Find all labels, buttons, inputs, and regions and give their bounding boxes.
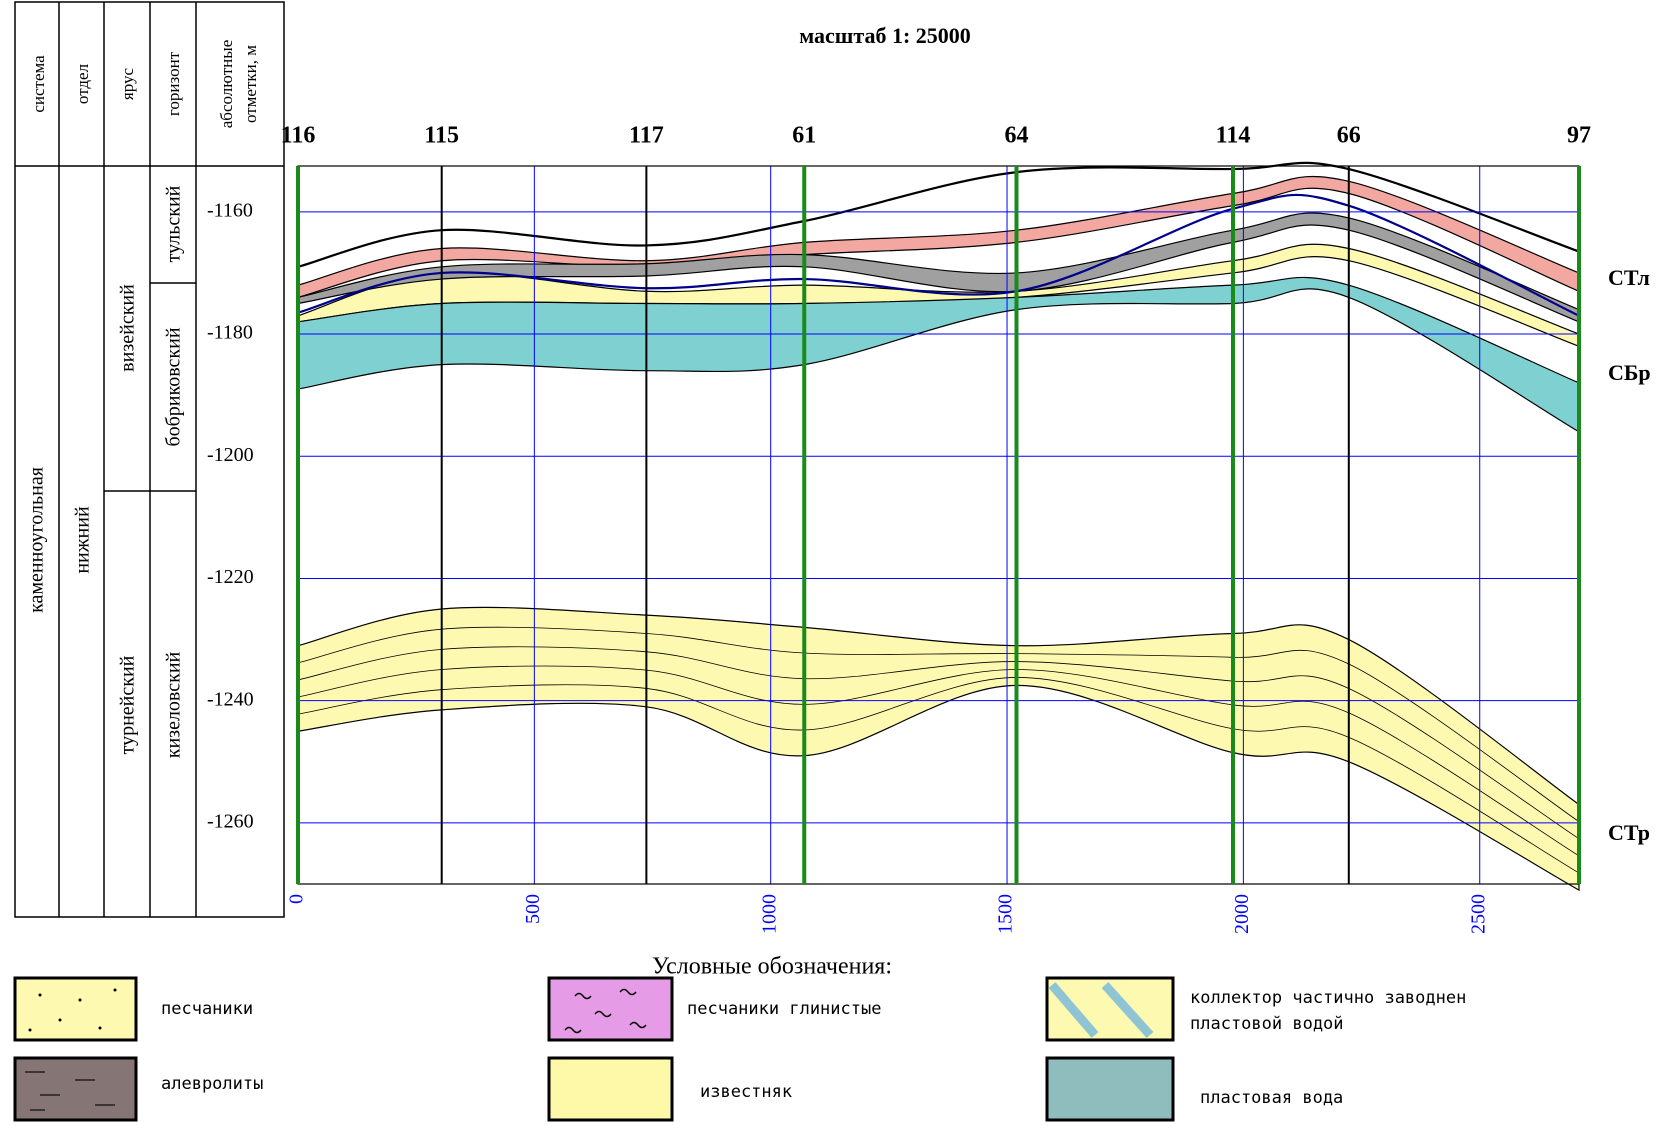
x-tick-label: 2500 [1467,894,1489,934]
legend-swatch [549,978,672,1040]
well-label: 115 [424,123,459,149]
legend-label: алевролиты [161,1074,263,1094]
x-tick-label: 500 [522,894,544,924]
legend: Условные обозначения: песчаники алевроли… [15,954,1466,1121]
legend-swatch [1047,1058,1173,1120]
page: система отдел ярус горизонт абсолютные о… [0,0,1672,1126]
legend-label: пластовой водой [1190,1014,1344,1034]
column-header: отметки, м [241,45,260,123]
y-tick-label: -1240 [207,688,254,710]
well-label: 116 [281,123,316,149]
y-tick-label: -1260 [207,810,254,832]
y-tick-label: -1200 [207,444,254,466]
column-header: горизонт [164,51,183,116]
legend-label: коллектор частично заводнен [1190,988,1466,1008]
horizon-code: СБр [1608,360,1651,385]
column-header: абсолютные [217,40,236,128]
legend-label: пластовая вода [1200,1088,1343,1108]
rock-body [298,607,1579,890]
legend-label: известняк [700,1082,792,1102]
horizon-label: бобриковский [163,327,185,446]
column-header: система [29,55,48,113]
y-tick-label: -1160 [207,199,253,221]
x-tick-label: 0 [286,894,308,904]
column-header: ярус [118,67,137,100]
x-tick-label: 1000 [758,894,780,934]
stage-label: турнейский [117,655,139,754]
legend-swatch [15,978,136,1040]
legend-label: песчаники [161,999,253,1019]
x-tick-label: 2000 [1231,894,1253,934]
stage-label: визейский [117,284,139,372]
well-label: 61 [792,123,816,149]
series-label: нижний [72,506,94,574]
well-label: 114 [1216,123,1251,149]
legend-swatch [549,1058,672,1120]
well-label: 97 [1567,123,1591,149]
well-label: 117 [629,123,664,149]
column-header: отдел [73,63,92,104]
well-label: 66 [1337,123,1361,149]
horizon-code: СТл [1608,265,1650,290]
scale-title: масштаб 1: 25000 [799,23,971,48]
system-label: каменноугольная [26,467,48,613]
horizon-label: тульский [163,185,185,262]
horizon-code: СТр [1608,820,1650,845]
well-label: 64 [1004,123,1028,149]
y-tick-label: -1180 [207,322,253,344]
legend-label: песчаники глинистые [687,999,881,1019]
legend-title: Условные обозначения: [652,954,892,980]
section-plot: -1160 -1180 -1200 -1220 -1240 -1260 0 500 1000 15… [207,123,1651,935]
x-tick-label: 1500 [995,894,1017,934]
horizon-label: кизеловский [163,651,185,758]
y-tick-label: -1220 [207,566,254,588]
